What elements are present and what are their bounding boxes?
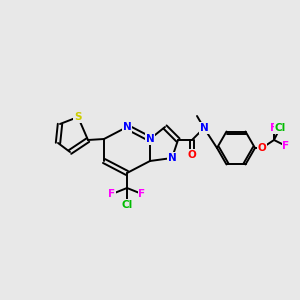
Text: Cl: Cl: [122, 200, 133, 210]
Text: S: S: [74, 112, 82, 122]
Text: O: O: [188, 150, 196, 160]
Text: N: N: [146, 134, 154, 144]
Text: F: F: [270, 123, 278, 133]
Text: N: N: [200, 123, 208, 133]
Text: F: F: [282, 141, 290, 151]
Text: Cl: Cl: [274, 123, 286, 133]
Text: O: O: [258, 143, 266, 153]
Text: N: N: [123, 122, 131, 132]
Text: N: N: [168, 153, 176, 163]
Text: F: F: [138, 189, 146, 199]
Text: F: F: [108, 189, 116, 199]
